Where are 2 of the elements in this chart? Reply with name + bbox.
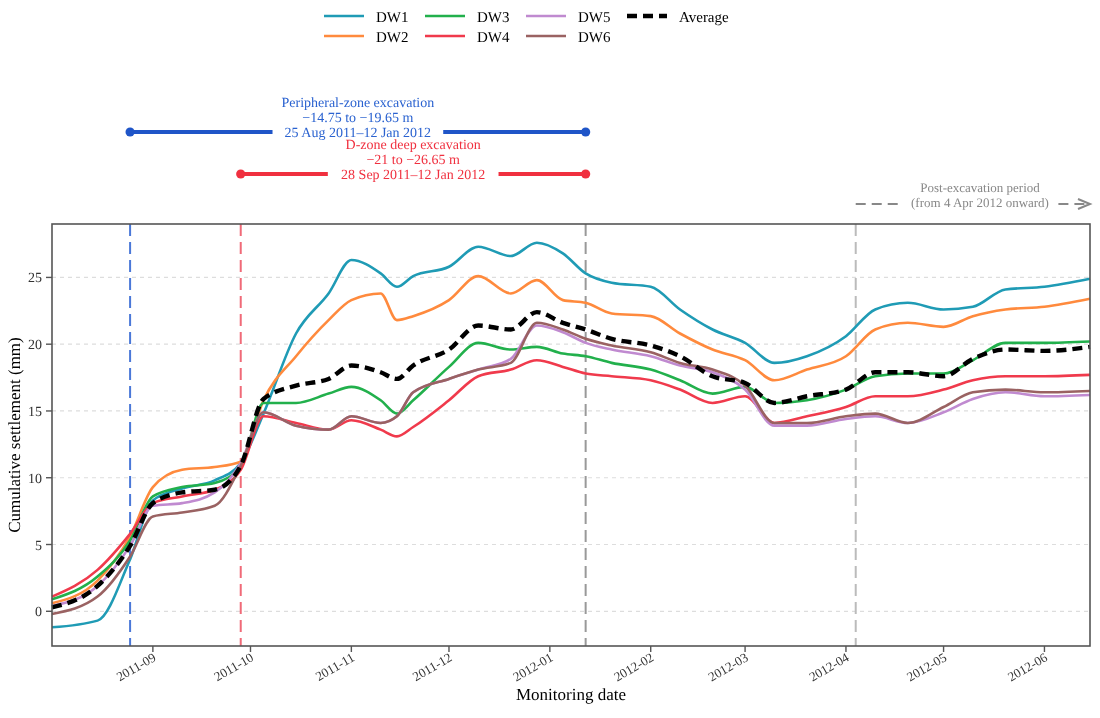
y-axis-title: Cumulative settlement (mm) bbox=[4, 336, 24, 533]
x-axis-title: Monitoring date bbox=[515, 684, 627, 704]
